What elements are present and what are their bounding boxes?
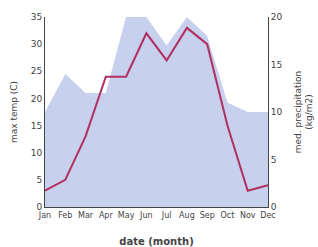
svg-text:10: 10: [271, 107, 283, 117]
svg-text:5: 5: [36, 175, 42, 185]
svg-text:35: 35: [31, 12, 42, 22]
svg-text:Dec: Dec: [260, 211, 275, 220]
svg-text:5: 5: [271, 155, 277, 165]
svg-text:20: 20: [31, 94, 43, 104]
svg-text:Feb: Feb: [58, 211, 72, 220]
svg-text:0: 0: [271, 202, 277, 212]
svg-text:May: May: [118, 211, 135, 220]
svg-text:Jun: Jun: [139, 211, 153, 220]
svg-text:Jul: Jul: [161, 211, 172, 220]
svg-text:date (month): date (month): [119, 236, 193, 247]
svg-text:0: 0: [36, 202, 42, 212]
svg-text:max temp (C): max temp (C): [9, 81, 19, 143]
svg-text:Oct: Oct: [221, 211, 235, 220]
svg-text:Nov: Nov: [240, 211, 256, 220]
svg-text:10: 10: [31, 148, 43, 158]
svg-text:Apr: Apr: [99, 211, 114, 220]
svg-text:med. precipitation(kg/m2): med. precipitation(kg/m2): [293, 71, 315, 153]
svg-text:Jan: Jan: [38, 211, 51, 220]
svg-text:25: 25: [31, 66, 42, 76]
svg-text:15: 15: [271, 60, 282, 70]
svg-text:Aug: Aug: [179, 211, 195, 220]
svg-text:15: 15: [31, 121, 42, 131]
svg-text:Sep: Sep: [200, 211, 215, 220]
svg-text:Mar: Mar: [78, 211, 94, 220]
svg-text:20: 20: [271, 12, 283, 22]
svg-text:30: 30: [31, 39, 43, 49]
